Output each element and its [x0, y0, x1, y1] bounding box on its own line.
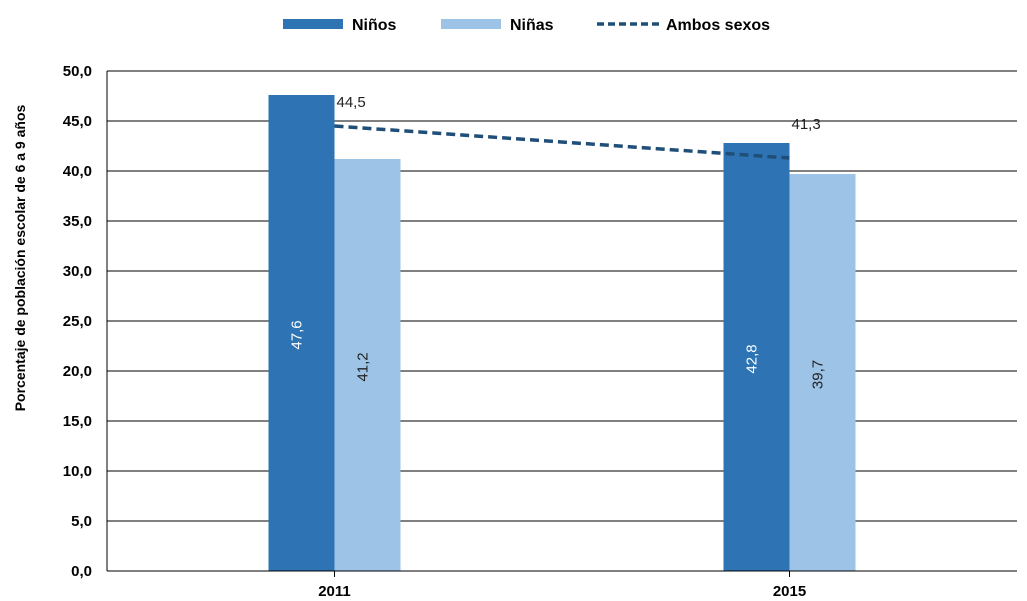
line-value-label: 41,3	[792, 116, 821, 133]
x-tick-label: 2015	[773, 583, 806, 600]
y-tick-label: 0,0	[71, 563, 92, 580]
y-axis-label: Porcentaje de población escolar de 6 a 9…	[12, 105, 28, 412]
ambos-sexos-line: 44,5 41,3	[334, 94, 821, 160]
legend-swatch-ni-as	[441, 19, 501, 29]
y-tick-label: 35,0	[63, 213, 92, 230]
bar-value-label: 41,2	[355, 352, 372, 381]
ambos-sexos-line-path	[334, 124, 790, 160]
y-tick-label: 20,0	[63, 363, 92, 380]
y-tick-label: 50,0	[63, 63, 92, 80]
bar-ni-as-2015	[789, 174, 856, 571]
bar-ni-as-2011	[334, 159, 401, 571]
legend-swatch-ni-os	[283, 19, 343, 29]
legend: Niños Niñas Ambos sexos	[283, 17, 770, 34]
x-tick-label: 2011	[318, 583, 351, 600]
y-tick-label: 40,0	[63, 163, 92, 180]
bar-ni-os-2011	[268, 95, 335, 571]
y-tick-label: 30,0	[63, 263, 92, 280]
y-tick-label: 15,0	[63, 413, 92, 430]
bar-ni-os-2015	[723, 143, 790, 571]
bar-value-label: 42,8	[744, 344, 761, 373]
axes: 0,0 5,0 10,0 15,0 20,0 25,0 30,0 35,0 40,0 45,0 50…	[63, 63, 1017, 600]
legend-label-ambos-sexos: Ambos sexos	[666, 17, 770, 34]
bar-value-label: 47,6	[289, 320, 306, 349]
gridlines	[107, 70, 1017, 522]
y-tick-label: 45,0	[63, 113, 92, 130]
legend-label-ni-os: Niños	[352, 17, 397, 34]
bars: 47,6 41,2 42,8 39,7	[268, 95, 856, 571]
line-value-label: 44,5	[337, 94, 366, 111]
legend-label-ni-as: Niñas	[510, 17, 554, 34]
y-tick-label: 5,0	[71, 513, 92, 530]
y-tick-label: 10,0	[63, 463, 92, 480]
y-tick-label: 25,0	[63, 313, 92, 330]
bar-value-label: 39,7	[810, 360, 827, 389]
